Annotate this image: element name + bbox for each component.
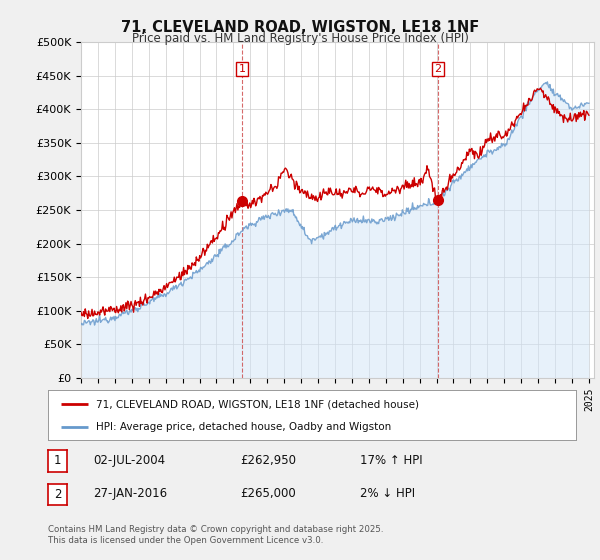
Text: 17% ↑ HPI: 17% ↑ HPI	[360, 454, 422, 467]
Text: 2: 2	[434, 64, 442, 74]
Text: 1: 1	[54, 454, 61, 468]
Text: Contains HM Land Registry data © Crown copyright and database right 2025.
This d: Contains HM Land Registry data © Crown c…	[48, 525, 383, 545]
Text: Price paid vs. HM Land Registry's House Price Index (HPI): Price paid vs. HM Land Registry's House …	[131, 32, 469, 45]
Text: 2% ↓ HPI: 2% ↓ HPI	[360, 487, 415, 501]
Text: £265,000: £265,000	[240, 487, 296, 501]
Text: 02-JUL-2004: 02-JUL-2004	[93, 454, 165, 467]
Text: 1: 1	[238, 64, 245, 74]
Text: £262,950: £262,950	[240, 454, 296, 467]
Text: 2: 2	[54, 488, 61, 501]
Text: HPI: Average price, detached house, Oadby and Wigston: HPI: Average price, detached house, Oadb…	[95, 422, 391, 432]
Text: 71, CLEVELAND ROAD, WIGSTON, LE18 1NF: 71, CLEVELAND ROAD, WIGSTON, LE18 1NF	[121, 20, 479, 35]
Text: 27-JAN-2016: 27-JAN-2016	[93, 487, 167, 501]
Text: 71, CLEVELAND ROAD, WIGSTON, LE18 1NF (detached house): 71, CLEVELAND ROAD, WIGSTON, LE18 1NF (d…	[95, 399, 419, 409]
